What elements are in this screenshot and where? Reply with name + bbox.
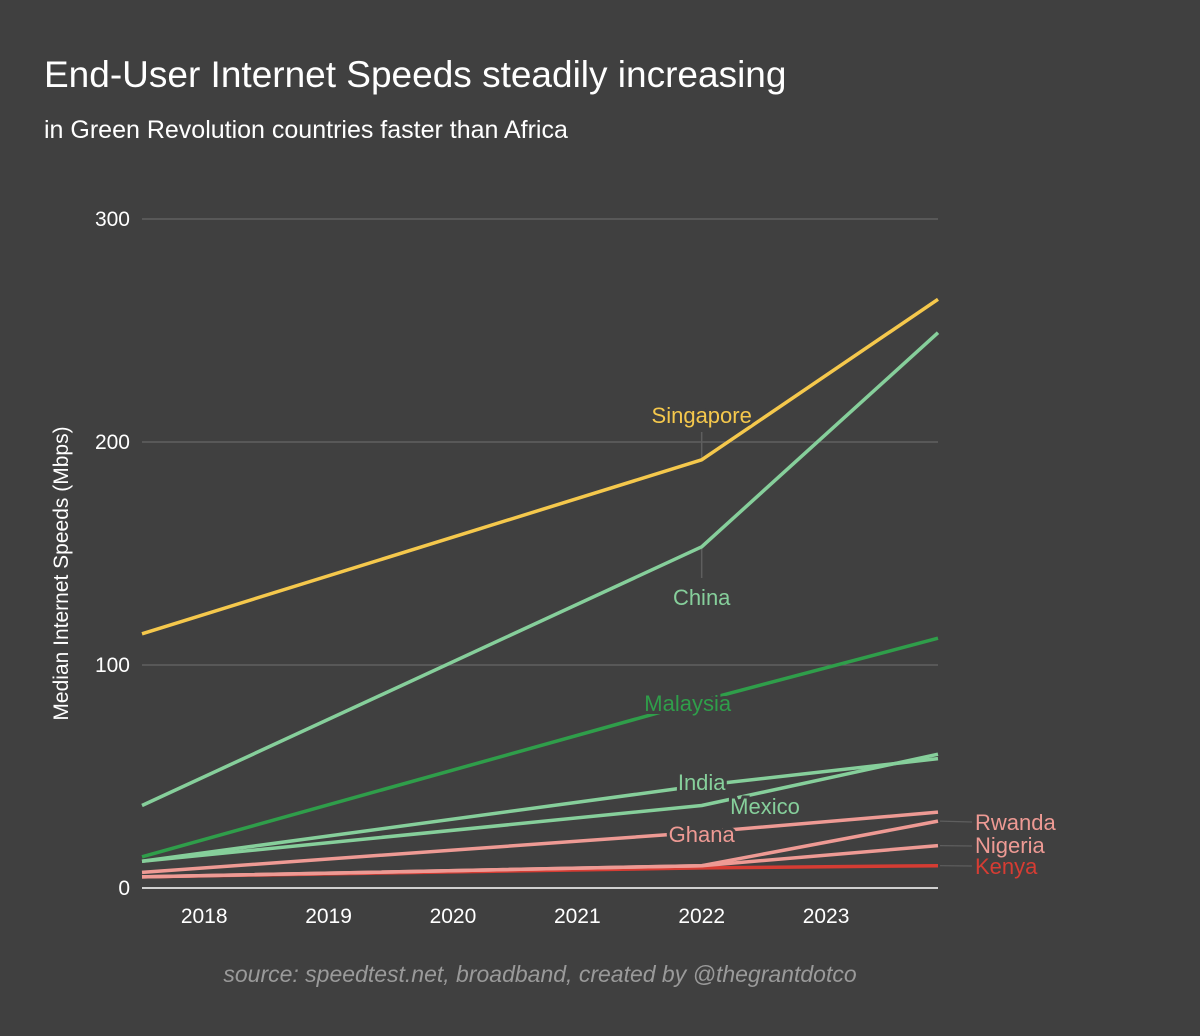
leader-line [939,820,973,823]
series-label-rwanda: Rwanda [975,810,1056,835]
series-label-malaysia: Malaysia [644,691,732,716]
series-line-rwanda [141,819,939,879]
series-label-singapore: Singapore [652,403,752,428]
y-axis-label: Median Internet Speeds (Mbps) [50,426,73,720]
x-tick-label: 2021 [554,905,601,928]
series-line-india [141,756,939,863]
series-line-china [141,331,940,808]
y-tick-label: 200 [95,431,130,454]
series-label-china: China [673,585,731,610]
x-tick-label: 2019 [305,905,352,928]
series-label-india: India [678,770,726,795]
x-tick-label: 2022 [678,905,725,928]
source-note: source: speedtest.net, broadband, create… [223,961,857,987]
x-tick-label: 2018 [181,905,228,928]
chart-subtitle: in Green Revolution countries faster tha… [44,116,568,144]
x-tick-label: 2020 [430,905,477,928]
chart-title: End-User Internet Speeds steadily increa… [44,54,787,95]
y-tick-label: 0 [118,877,130,900]
series-label-mexico: Mexico [730,794,800,819]
y-tick-label: 100 [95,654,130,677]
y-tick-label: 300 [95,208,130,231]
series-label-ghana: Ghana [669,822,736,847]
series-line-mexico [141,752,939,863]
series-label-nigeria: Nigeria [975,833,1045,858]
x-tick-label: 2023 [803,905,850,928]
series-line-singapore [141,297,939,636]
series-line-ghana [141,810,939,875]
series-label-kenya: Kenya [975,854,1038,879]
series-line-malaysia [141,636,939,859]
